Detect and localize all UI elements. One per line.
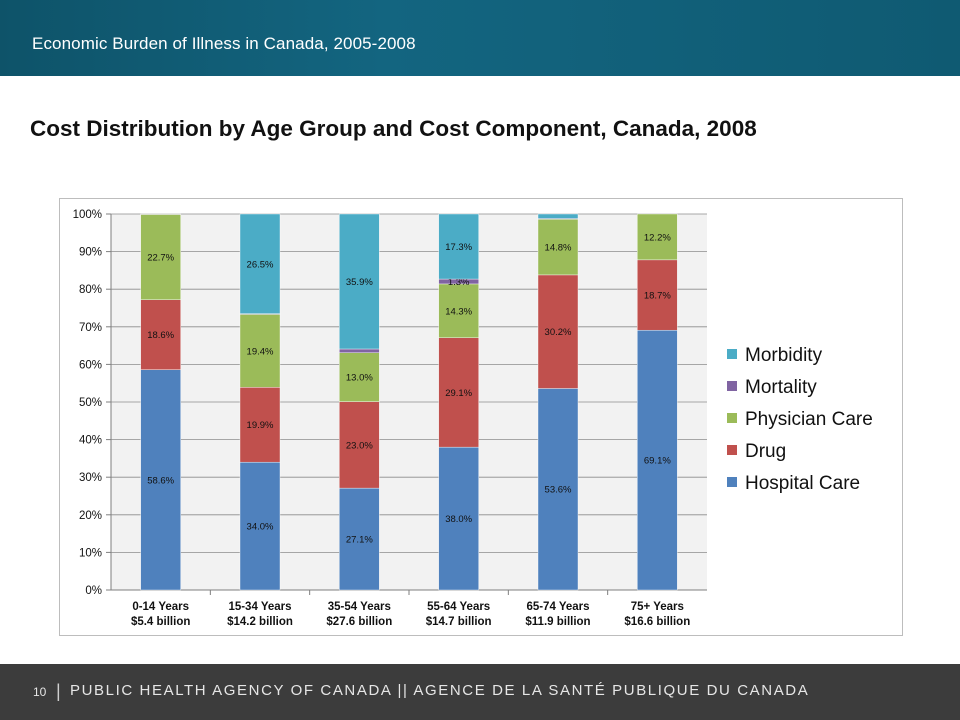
legend-swatch [727,381,737,391]
bar-segment-physician-care [537,219,579,276]
data-label: 19.9% [247,420,274,431]
y-tick-label: 60% [79,359,102,371]
bar-segment-physician-care [339,352,380,402]
bar-segment-hospital-care [239,461,281,591]
data-label: 58.6% [147,475,174,486]
bar-segment-drug [339,401,380,489]
footer-band: 10 | PUBLIC HEALTH AGENCY OF CANADA || A… [0,664,960,720]
data-label: 12.2% [644,232,671,243]
bar-segment-hospital-care [438,446,479,591]
x-category-label: $14.7 billion [426,616,492,628]
data-label: 1.3% [448,277,470,288]
x-category-label: $14.2 billion [227,616,293,628]
legend-entry: Physician Care [745,409,873,430]
y-tick-label: 50% [79,397,102,409]
bar-segment-drug [438,337,479,448]
data-label: 35.9% [346,277,373,288]
data-label: 34.0% [247,522,274,533]
legend-entry: Morbidity [745,345,823,366]
x-category-label: 65-74 Years [526,601,589,613]
data-label: 30.2% [545,327,572,338]
legend-entry: Mortality [745,377,817,398]
y-tick-label: 90% [79,247,102,259]
x-category-label: 15-34 Years [228,601,291,613]
bar-segment-physician-care [239,314,281,388]
y-tick-label: 20% [79,510,102,522]
data-label: 38.0% [445,514,472,525]
data-label: 14.8% [545,243,572,254]
page-number: 10 [33,685,47,699]
legend-entry: Drug [745,441,786,462]
legend-swatch [727,445,737,455]
x-category-label: 0-14 Years [132,601,189,613]
bar-segment-morbidity [438,213,479,280]
data-label: 29.1% [445,388,472,399]
bar-segment-physician-care [438,283,479,338]
y-tick-label: 10% [79,547,102,559]
data-label: 18.7% [644,291,671,302]
bar-segment-mortality [339,348,380,353]
header-band: Economic Burden of Illness in Canada, 20… [0,0,960,76]
data-label: 14.3% [445,306,472,317]
legend-swatch [727,413,737,423]
bar-segment-drug [239,387,281,463]
x-category-label: 75+ Years [631,601,684,613]
data-label: 69.1% [644,456,671,467]
bar-segment-drug [140,299,181,370]
data-label: 18.6% [147,330,174,341]
y-tick-label: 70% [79,322,102,334]
agency-name: PUBLIC HEALTH AGENCY OF CANADA || AGENCE… [70,682,810,699]
bar-segment-morbidity [239,213,281,314]
legend-entry: Hospital Care [745,473,860,494]
data-label: 19.4% [247,346,274,357]
data-label: 13.0% [346,373,373,384]
bar-segment-morbidity [537,213,579,219]
data-label: 23.0% [346,440,373,451]
bar-segment-drug [637,259,678,331]
bar-segment-morbidity [339,213,380,350]
data-label: 22.7% [147,253,174,264]
bar-segment-hospital-care [537,388,579,591]
x-category-label: $27.6 billion [326,616,392,628]
x-category-label: $5.4 billion [131,616,190,628]
y-tick-label: 40% [79,435,102,447]
x-category-label: $16.6 billion [624,616,690,628]
y-tick-label: 100% [73,209,102,221]
x-category-label: 35-54 Years [328,601,391,613]
footer-separator: | [56,681,61,701]
bar-segment-hospital-care [637,329,678,591]
bar-segment-physician-care [140,214,181,300]
bar-segment-drug [537,274,579,389]
bar-segment-mortality [140,213,181,215]
slide-title: Cost Distribution by Age Group and Cost … [30,116,757,141]
y-tick-label: 80% [79,284,102,296]
x-category-label: $11.9 billion [525,616,590,628]
x-category-label: 55-64 Years [427,601,490,613]
data-label: 26.5% [247,259,274,270]
bar-segment-hospital-care [339,487,380,591]
data-label: 53.6% [545,485,572,496]
legend-swatch [727,477,737,487]
stacked-bar-chart: 0% 10% 20% 30% 40% 50% 60% 70% 80% 90% 100% 58.6% 18… [73,209,873,628]
legend-swatch [727,349,737,359]
bar-segment-hospital-care [140,369,181,591]
y-tick-label: 0% [85,585,102,597]
presentation-title: Economic Burden of Illness in Canada, 20… [32,34,416,53]
y-tick-label: 30% [79,472,102,484]
data-label: 17.3% [445,242,472,253]
bar-segment-physician-care [637,213,678,261]
data-label: 27.1% [346,535,373,546]
